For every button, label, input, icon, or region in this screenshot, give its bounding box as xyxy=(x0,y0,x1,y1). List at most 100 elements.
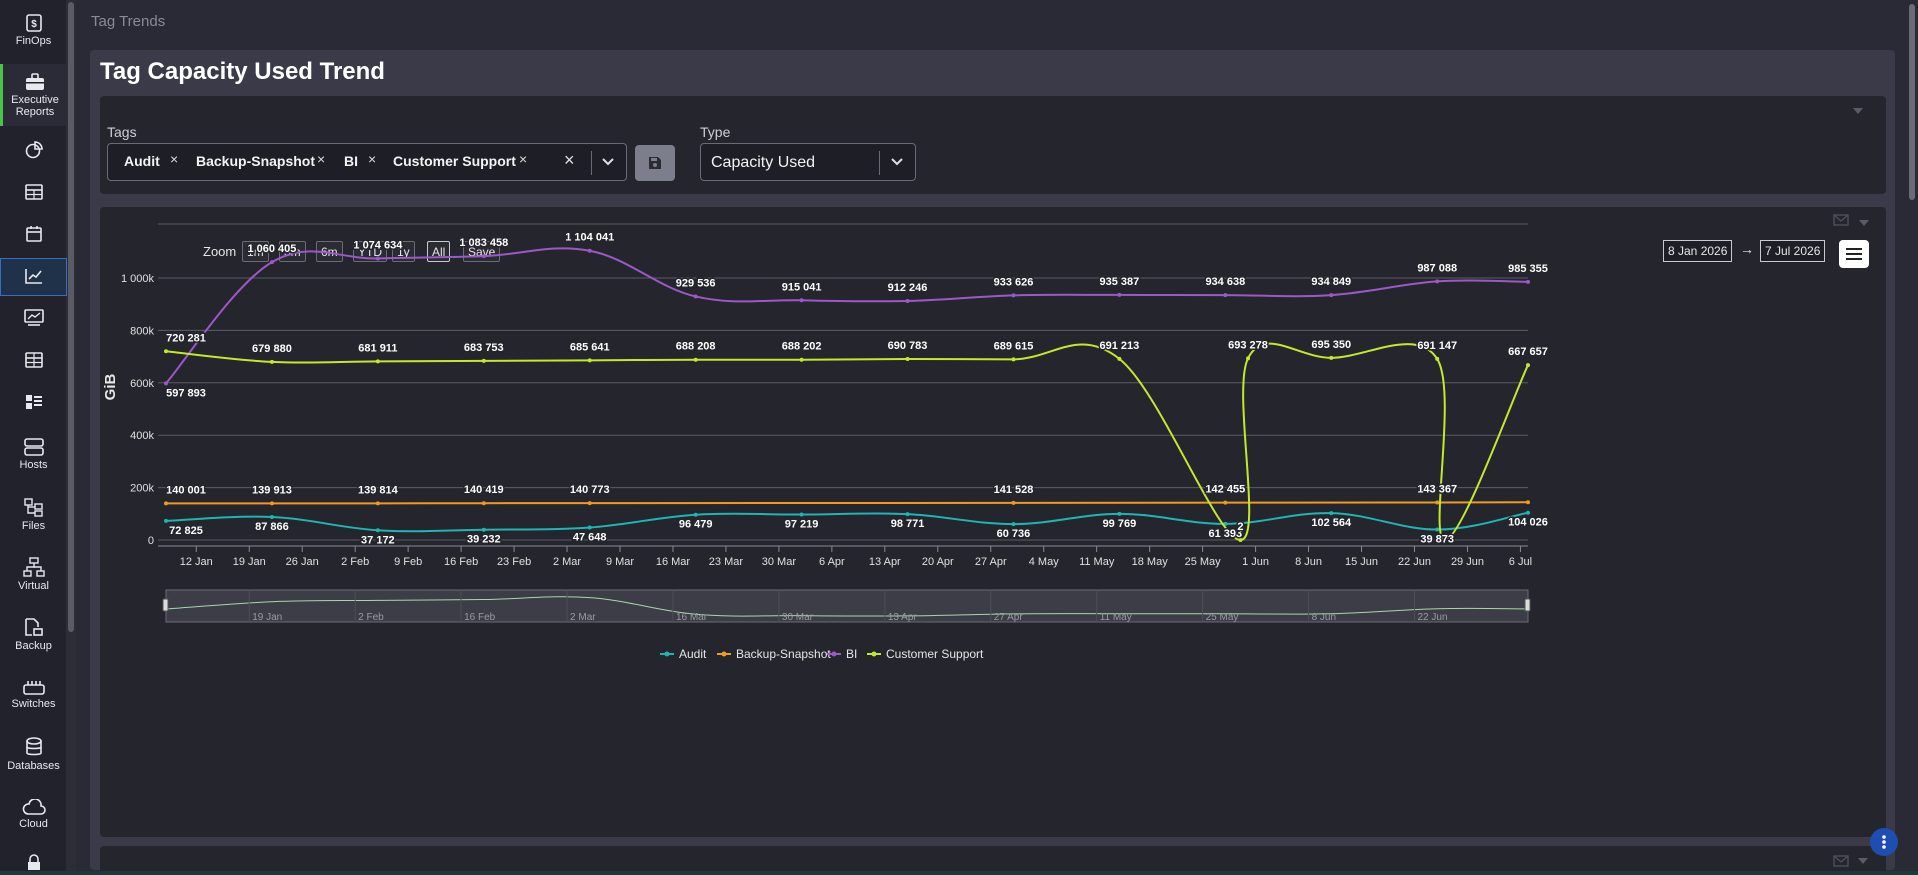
save-filters-button[interactable] xyxy=(635,145,675,181)
sidebar-item-trends[interactable] xyxy=(0,258,67,296)
capacity-trend-chart: 0 200k 400k 600k 800k 1 000k GiB 12 Jan 19 Jan… xyxy=(102,223,1549,661)
data-label-audit: 98 771 xyxy=(891,518,925,530)
data-label-audit: 104 026 xyxy=(1508,517,1548,529)
date-from-input[interactable]: 8 Jan 2026 xyxy=(1663,240,1733,262)
navigator-tick-label: 11 May xyxy=(1100,612,1132,623)
sidebar-item-switches[interactable]: Switches xyxy=(0,672,67,716)
data-point-customer-support xyxy=(1526,363,1530,368)
remove-tag-audit-icon[interactable]: × xyxy=(170,151,179,167)
date-to-input[interactable]: 7 Jul 2026 xyxy=(1760,240,1826,262)
page-scrollbar[interactable] xyxy=(1906,0,1918,875)
data-point-backup-snapshot xyxy=(1011,500,1016,505)
data-label-bi: 929 536 xyxy=(676,277,716,289)
legend-item-backup-snapshot[interactable]: Backup-Snapshot xyxy=(717,647,831,661)
data-label-bi: 935 387 xyxy=(1100,276,1140,288)
sidebar-item-table[interactable] xyxy=(0,178,67,208)
chevron-down-icon[interactable] xyxy=(890,155,904,169)
sidebar-item-lock[interactable] xyxy=(0,852,67,874)
tag-chip-audit: Audit xyxy=(124,153,160,169)
data-point-customer-support xyxy=(164,349,168,354)
sidebar-item-files[interactable]: Files xyxy=(0,492,67,536)
x-tick-label: 27 Apr xyxy=(975,556,1007,568)
sidebar-item-label: Databases xyxy=(7,759,60,772)
data-point-bi xyxy=(1435,279,1440,284)
series-line-customer-support xyxy=(165,342,1529,542)
data-label-customer-support: 679 880 xyxy=(252,343,292,355)
sidebar-item-cloud[interactable]: Cloud xyxy=(0,792,67,836)
more-actions-button[interactable] xyxy=(1870,828,1898,856)
data-label-customer-support: 681 911 xyxy=(358,342,397,354)
x-tick-label: 29 Jun xyxy=(1451,556,1484,568)
data-point-bi xyxy=(799,298,804,303)
breadcrumb: Tag Trends xyxy=(91,13,166,30)
legend-label: Customer Support xyxy=(886,647,984,661)
pie-chart-icon xyxy=(25,140,43,158)
data-point-audit xyxy=(587,525,592,530)
navigator-tick-label: 30 Mar xyxy=(782,612,814,623)
range-navigator[interactable]: 19 Jan 2 Feb 16 Feb 2 Mar 16 Mar 30 Mar 13 Apr… xyxy=(162,589,1531,623)
remove-tag-backup-snapshot-icon[interactable]: × xyxy=(317,151,326,167)
sidebar-item-label: Hosts xyxy=(19,458,48,471)
data-point-customer-support xyxy=(1246,356,1251,361)
x-tick-label: 11 May xyxy=(1079,556,1115,568)
data-label-audit: 96 479 xyxy=(679,519,713,531)
data-point-bi xyxy=(1011,293,1016,298)
sidebar-item-grid-table[interactable] xyxy=(0,346,67,376)
sidebar-scroll-thumb[interactable] xyxy=(68,2,74,632)
sidebar-item-report-chart[interactable] xyxy=(0,304,67,334)
navigator-tick-label: 8 Jun xyxy=(1312,612,1336,623)
lock-icon xyxy=(27,853,40,870)
sidebar-item-executive-reports[interactable]: Executive Reports xyxy=(0,64,67,126)
sidebar-item-list-grid[interactable] xyxy=(0,388,67,418)
briefcase-icon xyxy=(26,72,44,90)
sidebar-item-hosts[interactable]: Hosts xyxy=(0,432,67,476)
zoom-1m-button[interactable]: 1m xyxy=(242,241,269,262)
date-range-arrow: → xyxy=(1740,241,1754,257)
remove-tag-customer-support-icon[interactable]: × xyxy=(519,151,528,167)
chevron-down-icon[interactable] xyxy=(601,155,615,169)
clear-all-icon[interactable]: × xyxy=(564,150,575,170)
data-point-bi xyxy=(375,256,380,261)
sidebar-scrollbar[interactable] xyxy=(66,0,76,875)
legend-item-bi[interactable]: BI xyxy=(827,647,857,661)
collapse-caret-icon[interactable] xyxy=(1858,219,1870,227)
data-point-audit xyxy=(164,518,168,523)
navigator-tick-label: 22 Jun xyxy=(1418,612,1448,623)
data-label-audit: 47 648 xyxy=(573,532,607,544)
chart-menu-button[interactable] xyxy=(1839,240,1869,268)
sidebar-item-finops[interactable]: $ FinOps xyxy=(0,8,67,52)
remove-tag-bi-icon[interactable]: × xyxy=(368,151,377,167)
email-icon[interactable] xyxy=(1833,214,1849,226)
x-tick-label: 9 Mar xyxy=(606,556,634,568)
type-select[interactable]: Capacity Used xyxy=(700,143,916,181)
data-point-backup-snapshot xyxy=(1223,500,1228,505)
sidebar-item-calendar[interactable] xyxy=(0,220,67,250)
data-label-bi: 1 074 634 xyxy=(353,239,403,251)
data-label-audit: 39 232 xyxy=(467,534,501,546)
sidebar-item-virtual[interactable]: Virtual xyxy=(0,552,67,596)
zoom-1y-button[interactable]: 1y xyxy=(392,241,415,262)
sidebar-item-backup[interactable]: Backup xyxy=(0,612,67,656)
data-point-bi xyxy=(693,294,698,299)
data-label-audit: 60 736 xyxy=(997,528,1031,540)
sidebar-item-databases[interactable]: Databases xyxy=(0,732,67,776)
data-label-customer-support: 2 xyxy=(1237,521,1243,533)
tags-multiselect[interactable]: Audit × Backup-Snapshot × BI × Customer … xyxy=(107,143,627,181)
data-label-bi: 1 060 405 xyxy=(247,243,296,255)
collapse-caret-icon[interactable] xyxy=(1852,107,1864,115)
page-scroll-thumb[interactable] xyxy=(1909,4,1915,200)
legend-item-customer-support[interactable]: Customer Support xyxy=(867,647,984,661)
sidebar-item-label: FinOps xyxy=(15,34,52,47)
data-label-customer-support: 667 657 xyxy=(1508,346,1548,358)
x-tick-label: 4 May xyxy=(1029,556,1059,568)
chart-legend: Audit Backup-Snapshot BI Customer Support xyxy=(660,647,984,661)
list-grid-icon xyxy=(25,394,42,409)
x-tick-label: 16 Feb xyxy=(444,556,478,568)
sidebar-item-pie[interactable] xyxy=(0,136,67,166)
data-label-bi: 912 246 xyxy=(888,282,928,294)
data-label-customer-support: 695 350 xyxy=(1311,339,1351,351)
email-icon[interactable] xyxy=(1833,855,1873,867)
x-tick-label: 16 Mar xyxy=(656,556,691,568)
legend-item-audit[interactable]: Audit xyxy=(660,647,707,661)
